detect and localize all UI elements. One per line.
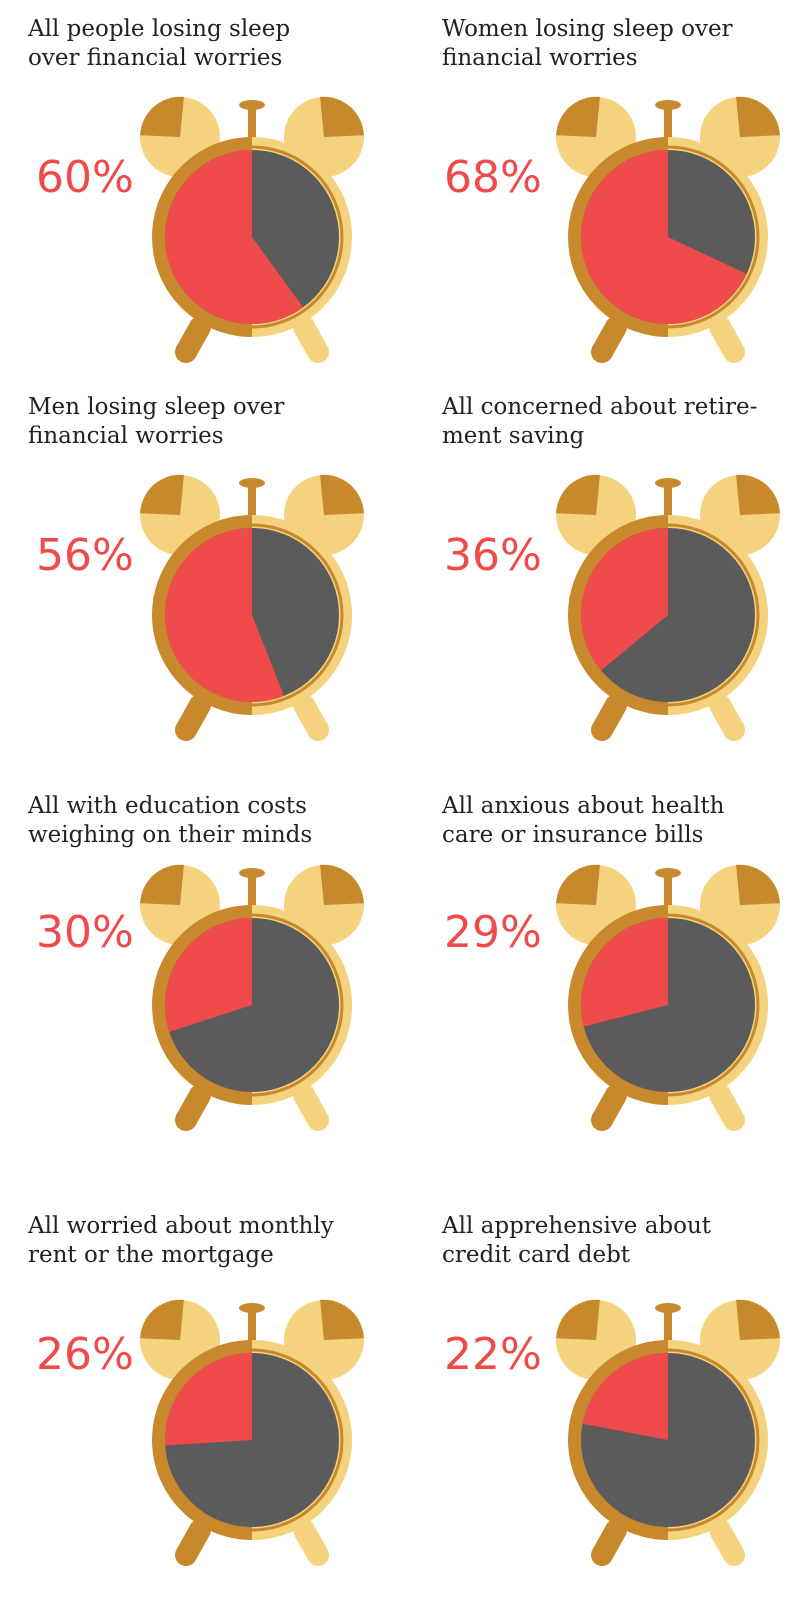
clock (556, 474, 780, 741)
knob-cap (239, 868, 265, 878)
chart-title: All apprehensive about credit card debt (442, 1213, 712, 1268)
clock (140, 474, 364, 741)
knob-cap (239, 100, 265, 110)
bell-shade (736, 96, 780, 137)
foot (293, 1084, 329, 1131)
bell-shade (556, 96, 600, 137)
knob (664, 875, 672, 905)
knob (664, 485, 672, 515)
value-label: 29% (444, 907, 542, 958)
knob-cap (239, 1303, 265, 1313)
chart-title: All with education costs weighing on the… (28, 793, 313, 848)
foot (709, 694, 745, 741)
foot (293, 316, 329, 363)
pie-slice (581, 150, 747, 324)
clock (140, 1299, 364, 1566)
knob (664, 107, 672, 137)
foot (591, 1519, 627, 1566)
pie-slice (165, 918, 252, 1032)
chart-title: Women losing sleep over financial worrie… (442, 16, 733, 71)
bell-shade (736, 1299, 780, 1340)
chart-title: All concerned about retire- ment saving (442, 394, 758, 449)
bell-shade (320, 864, 364, 905)
bell-shade (320, 96, 364, 137)
foot (175, 316, 211, 363)
foot (709, 1084, 745, 1131)
knob-cap (655, 868, 681, 878)
value-label: 68% (444, 152, 542, 203)
foot (175, 694, 211, 741)
bell-shade (556, 1299, 600, 1340)
inner-ring (160, 1348, 344, 1532)
value-label: 26% (36, 1329, 134, 1380)
bell-shade (556, 864, 600, 905)
pie-slice (581, 918, 668, 1027)
knob (248, 485, 256, 515)
pie-slice (164, 150, 304, 324)
bell-shade (140, 1299, 184, 1340)
chart-title: All worried about monthly rent or the mo… (28, 1213, 334, 1268)
bell-shade (140, 864, 184, 905)
inner-ring (576, 145, 760, 329)
inner-ring (160, 913, 344, 1097)
inner-ring (160, 523, 344, 707)
foot (175, 1519, 211, 1566)
pie-slice (582, 1353, 668, 1440)
bell-shade (320, 474, 364, 515)
bell-shade (736, 474, 780, 515)
value-label: 36% (444, 530, 542, 581)
bell-shade (140, 96, 184, 137)
bell-shade (736, 864, 780, 905)
knob-cap (239, 478, 265, 488)
clock (556, 864, 780, 1131)
foot (175, 1084, 211, 1131)
foot (591, 316, 627, 363)
foot (293, 694, 329, 741)
knob-cap (655, 100, 681, 110)
clock (556, 96, 780, 363)
value-label: 22% (444, 1329, 542, 1380)
inner-ring (576, 913, 760, 1097)
knob (248, 107, 256, 137)
knob-cap (655, 1303, 681, 1313)
knob (248, 875, 256, 905)
foot (591, 1084, 627, 1131)
value-label: 60% (36, 152, 134, 203)
clock (140, 96, 364, 363)
knob-cap (655, 478, 681, 488)
pie-slice (165, 528, 285, 702)
clock (140, 864, 364, 1131)
inner-ring (576, 1348, 760, 1532)
chart-title: Men losing sleep over financial worries (28, 394, 285, 449)
chart-title: All people losing sleep over financial w… (28, 16, 291, 71)
inner-ring (576, 523, 760, 707)
value-label: 30% (36, 907, 134, 958)
foot (293, 1519, 329, 1566)
foot (591, 694, 627, 741)
value-label: 56% (36, 530, 134, 581)
foot (709, 1519, 745, 1566)
clock (556, 1299, 780, 1566)
knob (664, 1310, 672, 1340)
pie-slice (581, 528, 668, 671)
chart-title: All anxious about health care or insuran… (442, 793, 725, 848)
pie-slice (165, 1353, 252, 1446)
knob (248, 1310, 256, 1340)
bell-shade (556, 474, 600, 515)
inner-ring (160, 145, 344, 329)
foot (709, 316, 745, 363)
bell-shade (140, 474, 184, 515)
bell-shade (320, 1299, 364, 1340)
